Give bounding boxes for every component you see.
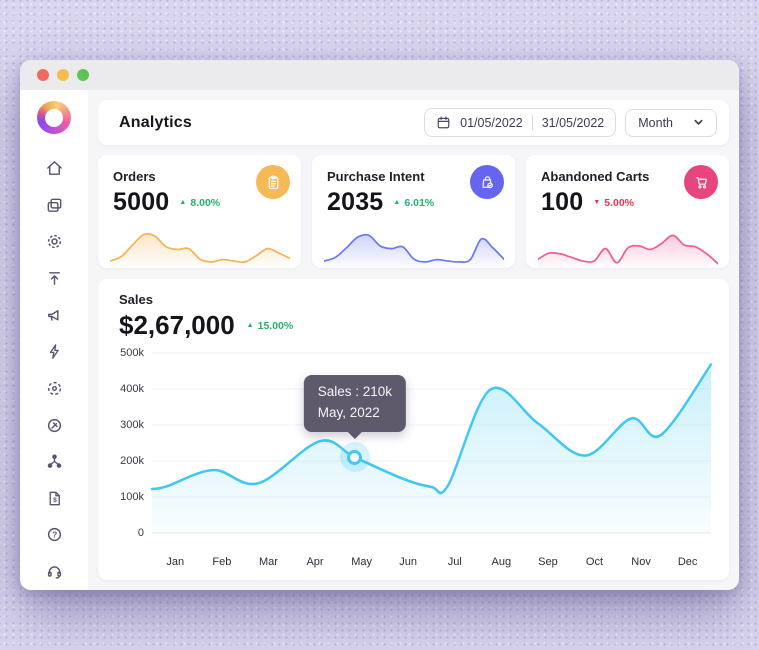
app-window: $ ? Analytics 01/05/2022 31/05/2022 (20, 60, 739, 590)
sales-trend: ▲ 15.00% (246, 319, 294, 332)
sidebar-item-help[interactable]: ? (36, 517, 72, 554)
orders-trend: ▲ 8.00% (179, 196, 221, 209)
x-axis-label: Oct (585, 556, 604, 568)
period-dropdown-value: Month (638, 115, 673, 130)
sidebar-item-home[interactable] (36, 150, 72, 187)
sidebar-item-flows[interactable] (36, 443, 72, 480)
x-axis-label: May (351, 556, 372, 568)
period-dropdown[interactable]: Month (625, 108, 717, 137)
y-axis-label: 300k (120, 419, 144, 431)
sidebar-item-targeting[interactable] (36, 370, 72, 407)
y-axis-label: 500k (120, 347, 144, 359)
sidebar: $ ? (20, 90, 88, 590)
upload-icon (48, 272, 60, 285)
date-end[interactable]: 31/05/2022 (541, 115, 605, 130)
abandoned-carts-label: Abandoned Carts (541, 169, 650, 184)
sales-plot-area[interactable]: Sales : 210k May, 2022 (150, 353, 713, 533)
chart-tooltip: Sales : 210k May, 2022 (303, 375, 407, 433)
orders-value: 5000 (113, 188, 170, 216)
sidebar-item-billing[interactable]: $ (36, 480, 72, 517)
clipboard-icon (256, 165, 290, 199)
purchase-intent-trend: ▲ 6.01% (393, 196, 435, 209)
zoom-window-button[interactable] (77, 69, 89, 81)
target-icon (47, 381, 61, 395)
calendar-icon (437, 116, 450, 129)
sales-chart-card: Sales $2,67,000 ▲ 15.00% 500k 400k 300k 200k… (98, 279, 729, 580)
y-axis-label: 0 (137, 527, 144, 539)
orders-card[interactable]: Orders 5000 ▲ 8.00% (98, 155, 301, 268)
page-title: Analytics (119, 113, 192, 131)
svg-text:?: ? (52, 531, 57, 540)
sidebar-item-pages[interactable] (36, 187, 72, 224)
tooltip-date: May, 2022 (317, 405, 380, 421)
sidebar-item-announcements[interactable] (36, 297, 72, 334)
trend-down-icon: ▼ (593, 199, 601, 206)
headset-icon (47, 566, 61, 579)
invoice-icon: $ (49, 491, 60, 506)
chevron-down-icon (694, 119, 703, 125)
purchase-intent-label: Purchase Intent (327, 169, 425, 184)
main-content: Analytics 01/05/2022 31/05/2022 Month (88, 90, 739, 590)
sidebar-item-settings[interactable] (36, 224, 72, 261)
x-axis-label: Dec (677, 556, 698, 568)
gear-icon (47, 235, 61, 249)
sales-label: Sales (119, 292, 153, 307)
abandoned-carts-sparkline (538, 234, 718, 268)
y-axis-label: 100k (120, 491, 144, 503)
x-axis-label: Mar (258, 556, 278, 568)
pages-icon (47, 198, 61, 212)
sidebar-item-support[interactable] (36, 553, 72, 590)
minimize-window-button[interactable] (57, 69, 69, 81)
x-axis-label: Jan (166, 556, 185, 568)
x-axis-label: Sep (538, 556, 558, 568)
tooltip-value: Sales : 210k (317, 384, 393, 400)
date-divider (531, 115, 533, 130)
x-axis-label: Nov (631, 556, 651, 568)
brand-logo[interactable] (37, 101, 71, 135)
trend-up-icon: ▲ (246, 322, 254, 329)
date-start[interactable]: 01/05/2022 (460, 115, 523, 130)
sidebar-item-integrations[interactable] (36, 407, 72, 444)
close-window-button[interactable] (37, 69, 49, 81)
trend-up-icon: ▲ (393, 199, 401, 206)
lightning-bolt-icon (49, 344, 59, 360)
x-axis-label: Feb (212, 556, 232, 568)
abandoned-carts-value: 100 (541, 188, 584, 216)
abandoned-carts-card[interactable]: Abandoned Carts 100 ▼ 5.00% (526, 155, 729, 268)
abandoned-carts-trend: ▼ 5.00% (593, 196, 635, 209)
x-axis-label: Apr (306, 556, 324, 568)
bag-check-icon (470, 165, 504, 199)
stats-row: Orders 5000 ▲ 8.00% Purchase Intent (98, 155, 729, 268)
help-icon: ? (47, 528, 61, 542)
shopping-cart-icon (684, 165, 718, 199)
x-axis-label: Jul (447, 556, 462, 568)
home-icon (46, 161, 62, 175)
window-titlebar (20, 60, 739, 90)
trend-up-icon: ▲ (179, 199, 187, 206)
sales-area-chart (150, 353, 713, 533)
page-header: Analytics 01/05/2022 31/05/2022 Month (98, 100, 729, 145)
purchase-intent-card[interactable]: Purchase Intent 2035 ▲ 6.01% (312, 155, 515, 268)
orders-label: Orders (113, 169, 156, 184)
x-axis-label: Aug (491, 556, 512, 568)
megaphone-icon (47, 309, 59, 321)
share-nodes-icon (47, 454, 61, 469)
purchase-intent-value: 2035 (327, 188, 384, 216)
x-axis: Jan Feb Mar Apr May Jun Jul Aug Sep Oct Nov Dec (152, 556, 711, 574)
data-point-marker[interactable] (339, 442, 370, 473)
sales-value: $2,67,000 (119, 310, 235, 340)
y-axis-label: 200k (120, 455, 144, 467)
plug-icon (47, 418, 61, 432)
sidebar-item-upload[interactable] (36, 260, 72, 297)
y-axis: 500k 400k 300k 200k 100k 0 (112, 347, 152, 547)
y-axis-label: 400k (120, 383, 144, 395)
x-axis-label: Jun (399, 556, 418, 568)
date-range-picker[interactable]: 01/05/2022 31/05/2022 (424, 108, 617, 137)
svg-text:$: $ (53, 497, 57, 504)
orders-sparkline (110, 232, 290, 268)
purchase-intent-sparkline (324, 233, 504, 268)
sidebar-item-automation[interactable] (36, 333, 72, 370)
